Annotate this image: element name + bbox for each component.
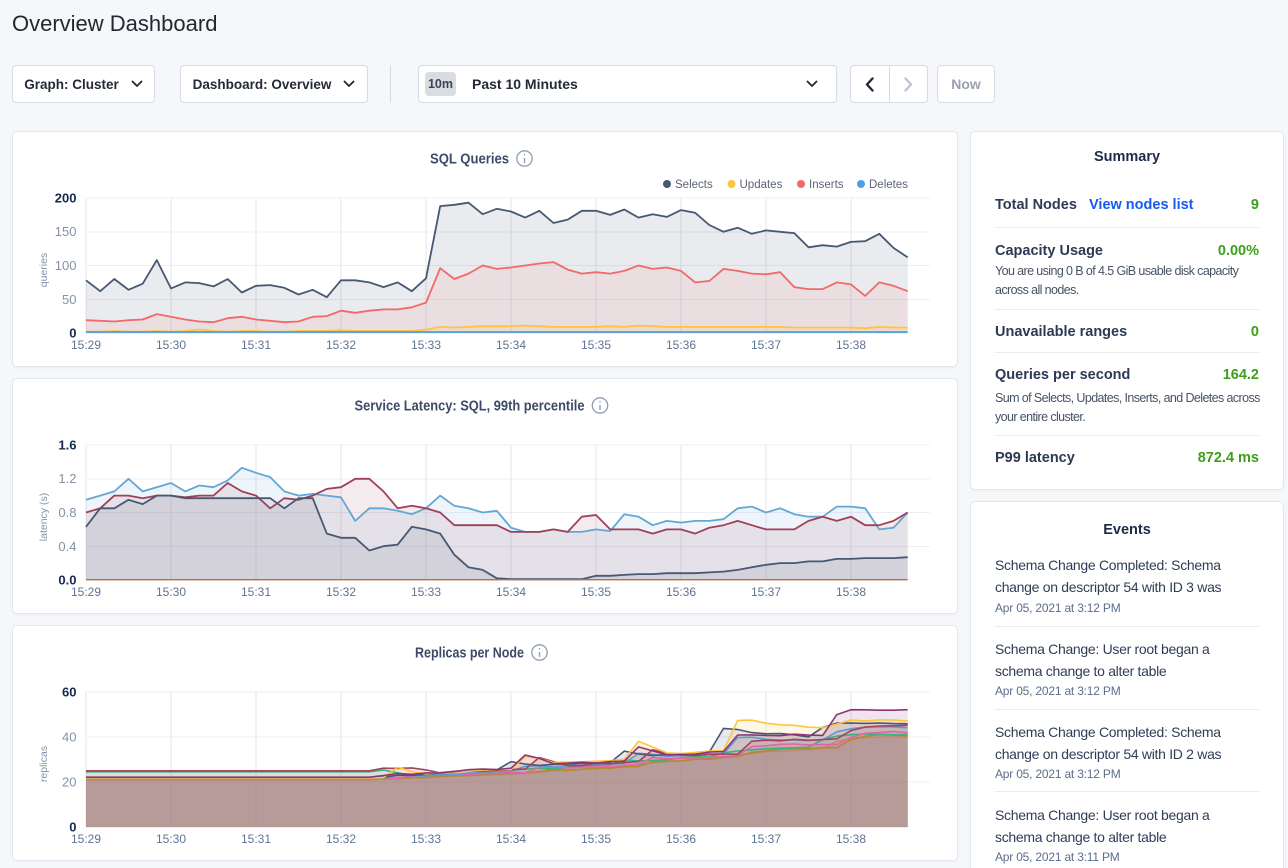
svg-text:15:37: 15:37: [751, 832, 781, 846]
svg-text:Service Latency: SQL, 99th per: Service Latency: SQL, 99th percentile: [355, 399, 585, 415]
svg-text:15:31: 15:31: [241, 338, 271, 352]
svg-text:Deletes: Deletes: [869, 179, 908, 191]
svg-text:Inserts: Inserts: [809, 179, 844, 191]
svg-text:SQL Queries: SQL Queries: [430, 152, 509, 168]
svg-text:1.6: 1.6: [58, 438, 76, 453]
svg-text:15:30: 15:30: [156, 832, 186, 846]
svg-text:15:31: 15:31: [241, 585, 271, 599]
svg-text:15:36: 15:36: [666, 585, 696, 599]
svg-text:Replicas per Node: Replicas per Node: [415, 646, 524, 662]
svg-text:Selects: Selects: [675, 179, 713, 191]
svg-text:15:34: 15:34: [496, 832, 526, 846]
svg-text:20: 20: [62, 775, 76, 790]
svg-text:15:38: 15:38: [836, 338, 866, 352]
svg-text:15:38: 15:38: [836, 585, 866, 599]
svg-text:15:37: 15:37: [751, 338, 781, 352]
svg-text:15:36: 15:36: [666, 338, 696, 352]
svg-text:15:29: 15:29: [71, 832, 101, 846]
svg-text:15:38: 15:38: [836, 832, 866, 846]
svg-text:replicas: replicas: [38, 746, 50, 782]
svg-text:15:33: 15:33: [411, 338, 441, 352]
svg-text:1.2: 1.2: [58, 471, 76, 486]
svg-text:15:35: 15:35: [581, 585, 611, 599]
svg-text:15:33: 15:33: [411, 832, 441, 846]
svg-text:15:35: 15:35: [581, 832, 611, 846]
svg-text:15:34: 15:34: [496, 585, 526, 599]
svg-text:0: 0: [69, 326, 76, 341]
svg-text:15:35: 15:35: [581, 338, 611, 352]
svg-text:15:32: 15:32: [326, 832, 356, 846]
svg-text:15:36: 15:36: [666, 832, 696, 846]
svg-text:0: 0: [69, 820, 76, 835]
svg-text:15:32: 15:32: [326, 585, 356, 599]
svg-text:15:30: 15:30: [156, 585, 186, 599]
svg-text:latency (s): latency (s): [38, 493, 50, 541]
svg-text:15:33: 15:33: [411, 585, 441, 599]
svg-text:15:34: 15:34: [496, 338, 526, 352]
svg-text:15:31: 15:31: [241, 832, 271, 846]
svg-text:queries: queries: [38, 253, 50, 287]
svg-text:15:37: 15:37: [751, 585, 781, 599]
svg-text:200: 200: [55, 191, 77, 206]
svg-text:15:30: 15:30: [156, 338, 186, 352]
svg-text:60: 60: [62, 685, 76, 700]
svg-text:0.8: 0.8: [58, 505, 76, 520]
svg-text:150: 150: [55, 224, 77, 239]
svg-text:15:29: 15:29: [71, 338, 101, 352]
svg-text:0.4: 0.4: [58, 539, 76, 554]
svg-text:40: 40: [62, 730, 76, 745]
svg-text:50: 50: [62, 292, 76, 307]
svg-text:Updates: Updates: [740, 179, 783, 191]
svg-text:15:32: 15:32: [326, 338, 356, 352]
svg-text:100: 100: [55, 258, 77, 273]
svg-text:15:29: 15:29: [71, 585, 101, 599]
svg-text:0.0: 0.0: [58, 573, 76, 588]
